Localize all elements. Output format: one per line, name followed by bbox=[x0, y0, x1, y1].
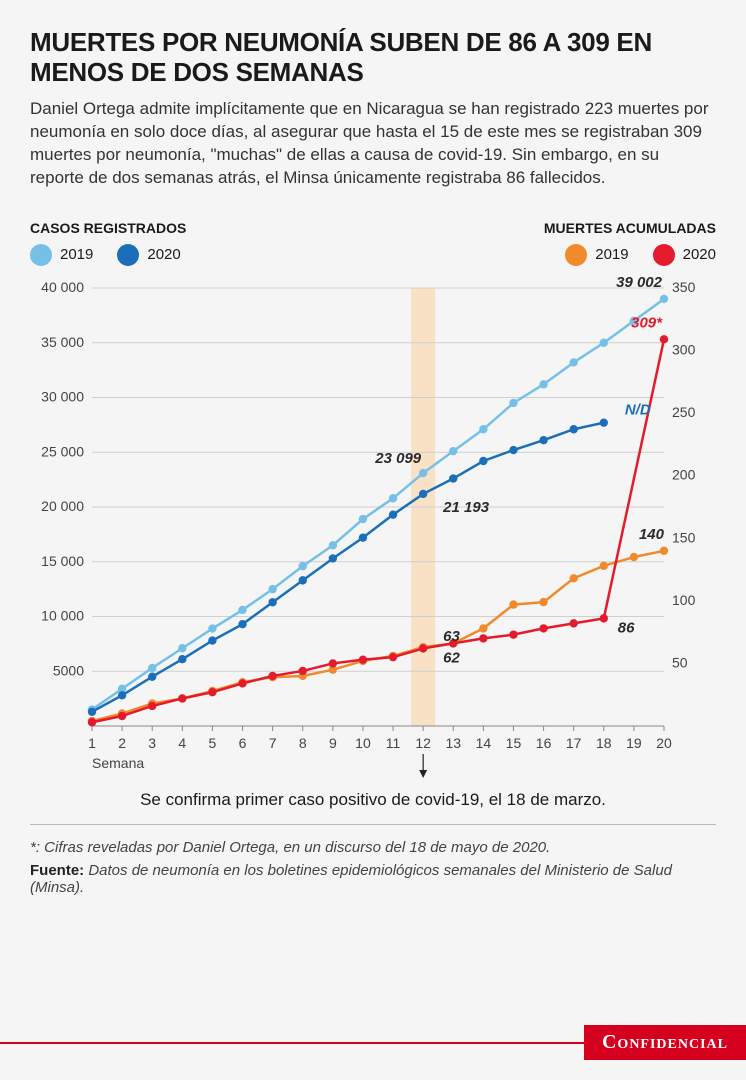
svg-text:19: 19 bbox=[626, 735, 642, 751]
source: Fuente: Datos de neumonía en los boletin… bbox=[30, 862, 716, 896]
svg-text:250: 250 bbox=[672, 404, 696, 420]
legend-label: 2019 bbox=[60, 246, 93, 263]
svg-text:15 000: 15 000 bbox=[41, 552, 84, 568]
callout-text: Se confirma primer caso positivo de covi… bbox=[30, 790, 716, 810]
legend-dot bbox=[565, 244, 587, 266]
svg-text:10 000: 10 000 bbox=[41, 607, 84, 623]
legend-dot bbox=[653, 244, 675, 266]
svg-text:13: 13 bbox=[445, 735, 461, 751]
legend-area: CASOS REGISTRADOS 2019 2020 MUERTES ACUMU… bbox=[30, 220, 716, 266]
svg-text:300: 300 bbox=[672, 341, 696, 357]
svg-text:5: 5 bbox=[209, 735, 217, 751]
svg-text:Semana: Semana bbox=[92, 755, 144, 771]
svg-text:200: 200 bbox=[672, 466, 696, 482]
chart-svg: 5000 10 000 15 000 20 000 25 000 30 000 35 000… bbox=[30, 274, 716, 784]
divider bbox=[30, 824, 716, 825]
svg-text:8: 8 bbox=[299, 735, 307, 751]
brand-logo: Confidencial bbox=[584, 1025, 746, 1060]
svg-text:350: 350 bbox=[672, 279, 696, 295]
svg-text:40 000: 40 000 bbox=[41, 279, 84, 295]
svg-text:86: 86 bbox=[618, 619, 635, 636]
svg-text:39 002: 39 002 bbox=[616, 274, 663, 291]
svg-text:6: 6 bbox=[239, 735, 247, 751]
legend-item: 2019 bbox=[565, 244, 628, 266]
svg-text:3: 3 bbox=[148, 735, 156, 751]
legend-dot bbox=[30, 244, 52, 266]
svg-text:1: 1 bbox=[88, 735, 96, 751]
legend-item: 2019 bbox=[30, 244, 93, 266]
svg-text:17: 17 bbox=[566, 735, 582, 751]
svg-text:N/D: N/D bbox=[625, 401, 651, 418]
svg-text:63: 63 bbox=[443, 628, 460, 645]
svg-text:140: 140 bbox=[639, 525, 665, 542]
brand: Confidencial bbox=[584, 1025, 746, 1060]
legend-muertes-title: MUERTES ACUMULADAS bbox=[544, 220, 716, 236]
svg-text:25 000: 25 000 bbox=[41, 443, 84, 459]
legend-item: 2020 bbox=[653, 244, 716, 266]
source-label: Fuente: bbox=[30, 862, 84, 879]
page-title: MUERTES POR NEUMONÍA SUBEN DE 86 A 309 E… bbox=[30, 28, 716, 88]
svg-text:35 000: 35 000 bbox=[41, 333, 84, 349]
legend-casos-title: CASOS REGISTRADOS bbox=[30, 220, 186, 236]
svg-text:16: 16 bbox=[536, 735, 552, 751]
svg-text:15: 15 bbox=[506, 735, 522, 751]
legend-label: 2020 bbox=[147, 246, 180, 263]
legend-label: 2020 bbox=[683, 246, 716, 263]
svg-text:18: 18 bbox=[596, 735, 612, 751]
svg-text:20: 20 bbox=[656, 735, 672, 751]
footnote: *: Cifras reveladas por Daniel Ortega, e… bbox=[30, 839, 716, 856]
source-text: Datos de neumonía en los boletines epide… bbox=[30, 862, 672, 896]
svg-text:30 000: 30 000 bbox=[41, 388, 84, 404]
subtitle: Daniel Ortega admite implícitamente que … bbox=[30, 98, 716, 190]
svg-text:21 193: 21 193 bbox=[442, 498, 490, 515]
svg-text:20 000: 20 000 bbox=[41, 498, 84, 514]
svg-text:150: 150 bbox=[672, 529, 696, 545]
svg-text:4: 4 bbox=[178, 735, 186, 751]
svg-text:5000: 5000 bbox=[53, 662, 84, 678]
legend-item: 2020 bbox=[117, 244, 180, 266]
svg-text:62: 62 bbox=[443, 649, 460, 666]
legend-muertes: MUERTES ACUMULADAS 2019 2020 bbox=[544, 220, 716, 266]
svg-text:309*: 309* bbox=[631, 314, 663, 331]
svg-text:100: 100 bbox=[672, 591, 696, 607]
chart: 5000 10 000 15 000 20 000 25 000 30 000 35 000… bbox=[30, 274, 716, 784]
legend-casos: CASOS REGISTRADOS 2019 2020 bbox=[30, 220, 186, 266]
svg-text:11: 11 bbox=[386, 735, 401, 751]
svg-text:23 099: 23 099 bbox=[374, 450, 422, 467]
legend-dot bbox=[117, 244, 139, 266]
svg-text:9: 9 bbox=[329, 735, 337, 751]
legend-label: 2019 bbox=[595, 246, 628, 263]
svg-text:50: 50 bbox=[672, 654, 688, 670]
svg-text:12: 12 bbox=[415, 735, 431, 751]
svg-text:14: 14 bbox=[476, 735, 492, 751]
svg-text:2: 2 bbox=[118, 735, 126, 751]
svg-text:7: 7 bbox=[269, 735, 277, 751]
svg-text:10: 10 bbox=[355, 735, 371, 751]
